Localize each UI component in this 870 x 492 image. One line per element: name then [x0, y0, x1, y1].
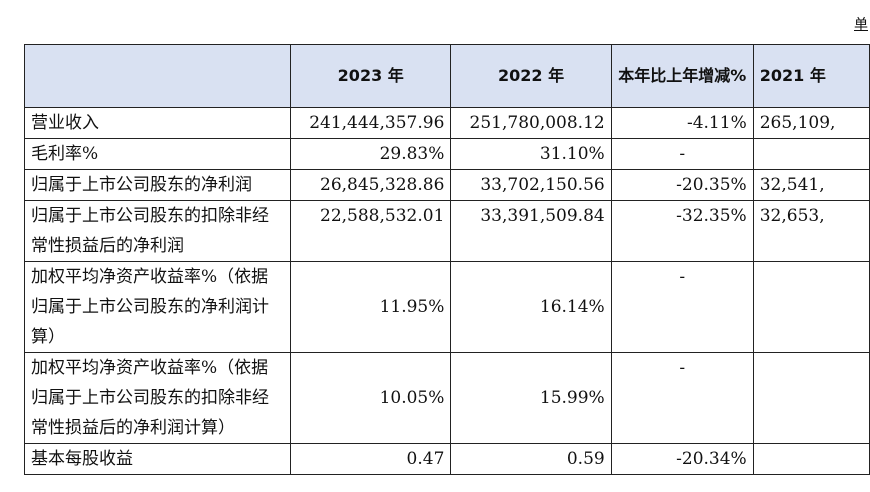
cell-2023: 29.83%	[290, 138, 452, 170]
cell-2022: 251,780,008.12	[450, 107, 612, 139]
cell-2023: 10.05%	[290, 352, 452, 444]
cell-change: -	[610, 352, 754, 444]
row-label: 加权平均净资产收益率%（依据归属于上市公司股东的净利润计算）	[23, 261, 292, 353]
cell-2022: 33,391,509.84	[450, 200, 612, 262]
table-row: 加权平均净资产收益率%（依据归属于上市公司股东的净利润计算） 11.95% 16…	[23, 261, 870, 353]
cell-change: -20.34%	[610, 443, 754, 475]
header-cell-item	[23, 44, 292, 108]
cell-2021	[752, 352, 870, 444]
table-row: 营业收入 241,444,357.96 251,780,008.12 -4.11…	[23, 107, 870, 139]
row-label: 毛利率%	[23, 138, 292, 170]
table-row: 基本每股收益 0.47 0.59 -20.34%	[23, 443, 870, 475]
cell-2022: 0.59	[450, 443, 612, 475]
cell-2021: 32,541,	[752, 169, 870, 201]
cell-2023: 11.95%	[290, 261, 452, 353]
cell-2021: 265,109,	[752, 107, 870, 139]
financial-summary-table: 2023 年 2022 年 本年比上年增减% 2021 年 营业收入 241,4…	[23, 44, 870, 475]
header-cell-2021: 2021 年	[752, 44, 870, 108]
cell-2022: 31.10%	[450, 138, 612, 170]
header-cell-2022: 2022 年	[450, 44, 612, 108]
cell-change: -4.11%	[610, 107, 754, 139]
table-row: 毛利率% 29.83% 31.10% -	[23, 138, 870, 170]
cell-2023: 26,845,328.86	[290, 169, 452, 201]
row-label: 基本每股收益	[23, 443, 292, 475]
cell-2022: 16.14%	[450, 261, 612, 353]
table-row: 归属于上市公司股东的扣除非经常性损益后的净利润 22,588,532.01 33…	[23, 200, 870, 262]
row-label: 营业收入	[23, 107, 292, 139]
cell-2021	[752, 261, 870, 353]
cell-2021	[752, 443, 870, 475]
cell-2021: 32,653,	[752, 200, 870, 262]
table-row: 加权平均净资产收益率%（依据归属于上市公司股东的扣除非经常性损益后的净利润计算）…	[23, 352, 870, 444]
row-label: 归属于上市公司股东的净利润	[23, 169, 292, 201]
table-row: 归属于上市公司股东的净利润 26,845,328.86 33,702,150.5…	[23, 169, 870, 201]
row-label: 归属于上市公司股东的扣除非经常性损益后的净利润	[23, 200, 292, 262]
cell-2023: 241,444,357.96	[290, 107, 452, 139]
cell-2022: 33,702,150.56	[450, 169, 612, 201]
cell-2022: 15.99%	[450, 352, 612, 444]
header-cell-2023: 2023 年	[290, 44, 452, 108]
cell-change: -20.35%	[610, 169, 754, 201]
table-header-row: 2023 年 2022 年 本年比上年增减% 2021 年	[23, 44, 870, 108]
cell-change: -	[610, 261, 754, 353]
header-cell-change: 本年比上年增减%	[610, 44, 754, 108]
cell-2023: 22,588,532.01	[290, 200, 452, 262]
cell-change: -32.35%	[610, 200, 754, 262]
cell-2021	[752, 138, 870, 170]
unit-label-fragment: 单	[854, 17, 868, 33]
cell-change: -	[610, 138, 754, 170]
row-label: 加权平均净资产收益率%（依据归属于上市公司股东的扣除非经常性损益后的净利润计算）	[23, 352, 292, 444]
cell-2023: 0.47	[290, 443, 452, 475]
